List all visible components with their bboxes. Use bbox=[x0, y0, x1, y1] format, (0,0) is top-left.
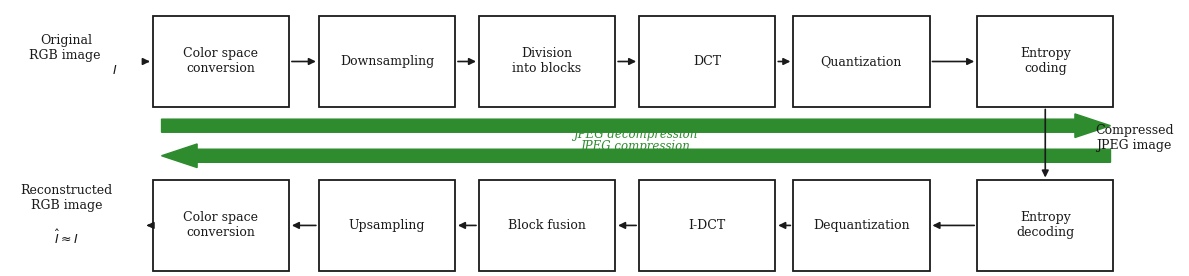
Text: I-DCT: I-DCT bbox=[688, 219, 725, 232]
Text: Color space
conversion: Color space conversion bbox=[183, 211, 258, 240]
FancyBboxPatch shape bbox=[319, 16, 455, 107]
Text: Block fusion: Block fusion bbox=[508, 219, 586, 232]
Text: JPEG compression: JPEG compression bbox=[581, 140, 691, 153]
Text: Downsampling: Downsampling bbox=[340, 55, 434, 68]
FancyBboxPatch shape bbox=[479, 180, 615, 270]
FancyArrow shape bbox=[162, 114, 1111, 137]
Text: Reconstructed
RGB image: Reconstructed RGB image bbox=[20, 184, 113, 212]
Text: DCT: DCT bbox=[693, 55, 722, 68]
FancyArrow shape bbox=[162, 144, 1111, 168]
FancyBboxPatch shape bbox=[793, 16, 930, 107]
Text: Color space
conversion: Color space conversion bbox=[183, 47, 258, 76]
Text: Original
RGB image: Original RGB image bbox=[29, 34, 105, 62]
FancyBboxPatch shape bbox=[977, 180, 1113, 270]
Text: Dequantization: Dequantization bbox=[813, 219, 910, 232]
Text: Entropy
coding: Entropy coding bbox=[1020, 47, 1071, 76]
FancyBboxPatch shape bbox=[638, 16, 775, 107]
Text: Compressed
JPEG image: Compressed JPEG image bbox=[1095, 124, 1174, 152]
FancyBboxPatch shape bbox=[319, 180, 455, 270]
FancyBboxPatch shape bbox=[977, 16, 1113, 107]
FancyBboxPatch shape bbox=[152, 180, 289, 270]
Text: Entropy
decoding: Entropy decoding bbox=[1017, 211, 1075, 240]
Text: JPEG decompression: JPEG decompression bbox=[574, 128, 698, 141]
Text: $I$: $I$ bbox=[112, 64, 117, 77]
Text: Division
into blocks: Division into blocks bbox=[512, 47, 581, 76]
FancyBboxPatch shape bbox=[479, 16, 615, 107]
FancyBboxPatch shape bbox=[152, 16, 289, 107]
FancyBboxPatch shape bbox=[638, 180, 775, 270]
Text: Upsampling: Upsampling bbox=[348, 219, 426, 232]
Text: Quantization: Quantization bbox=[820, 55, 902, 68]
Text: $\hat{I} \approx I$: $\hat{I} \approx I$ bbox=[55, 229, 78, 247]
FancyBboxPatch shape bbox=[793, 180, 930, 270]
